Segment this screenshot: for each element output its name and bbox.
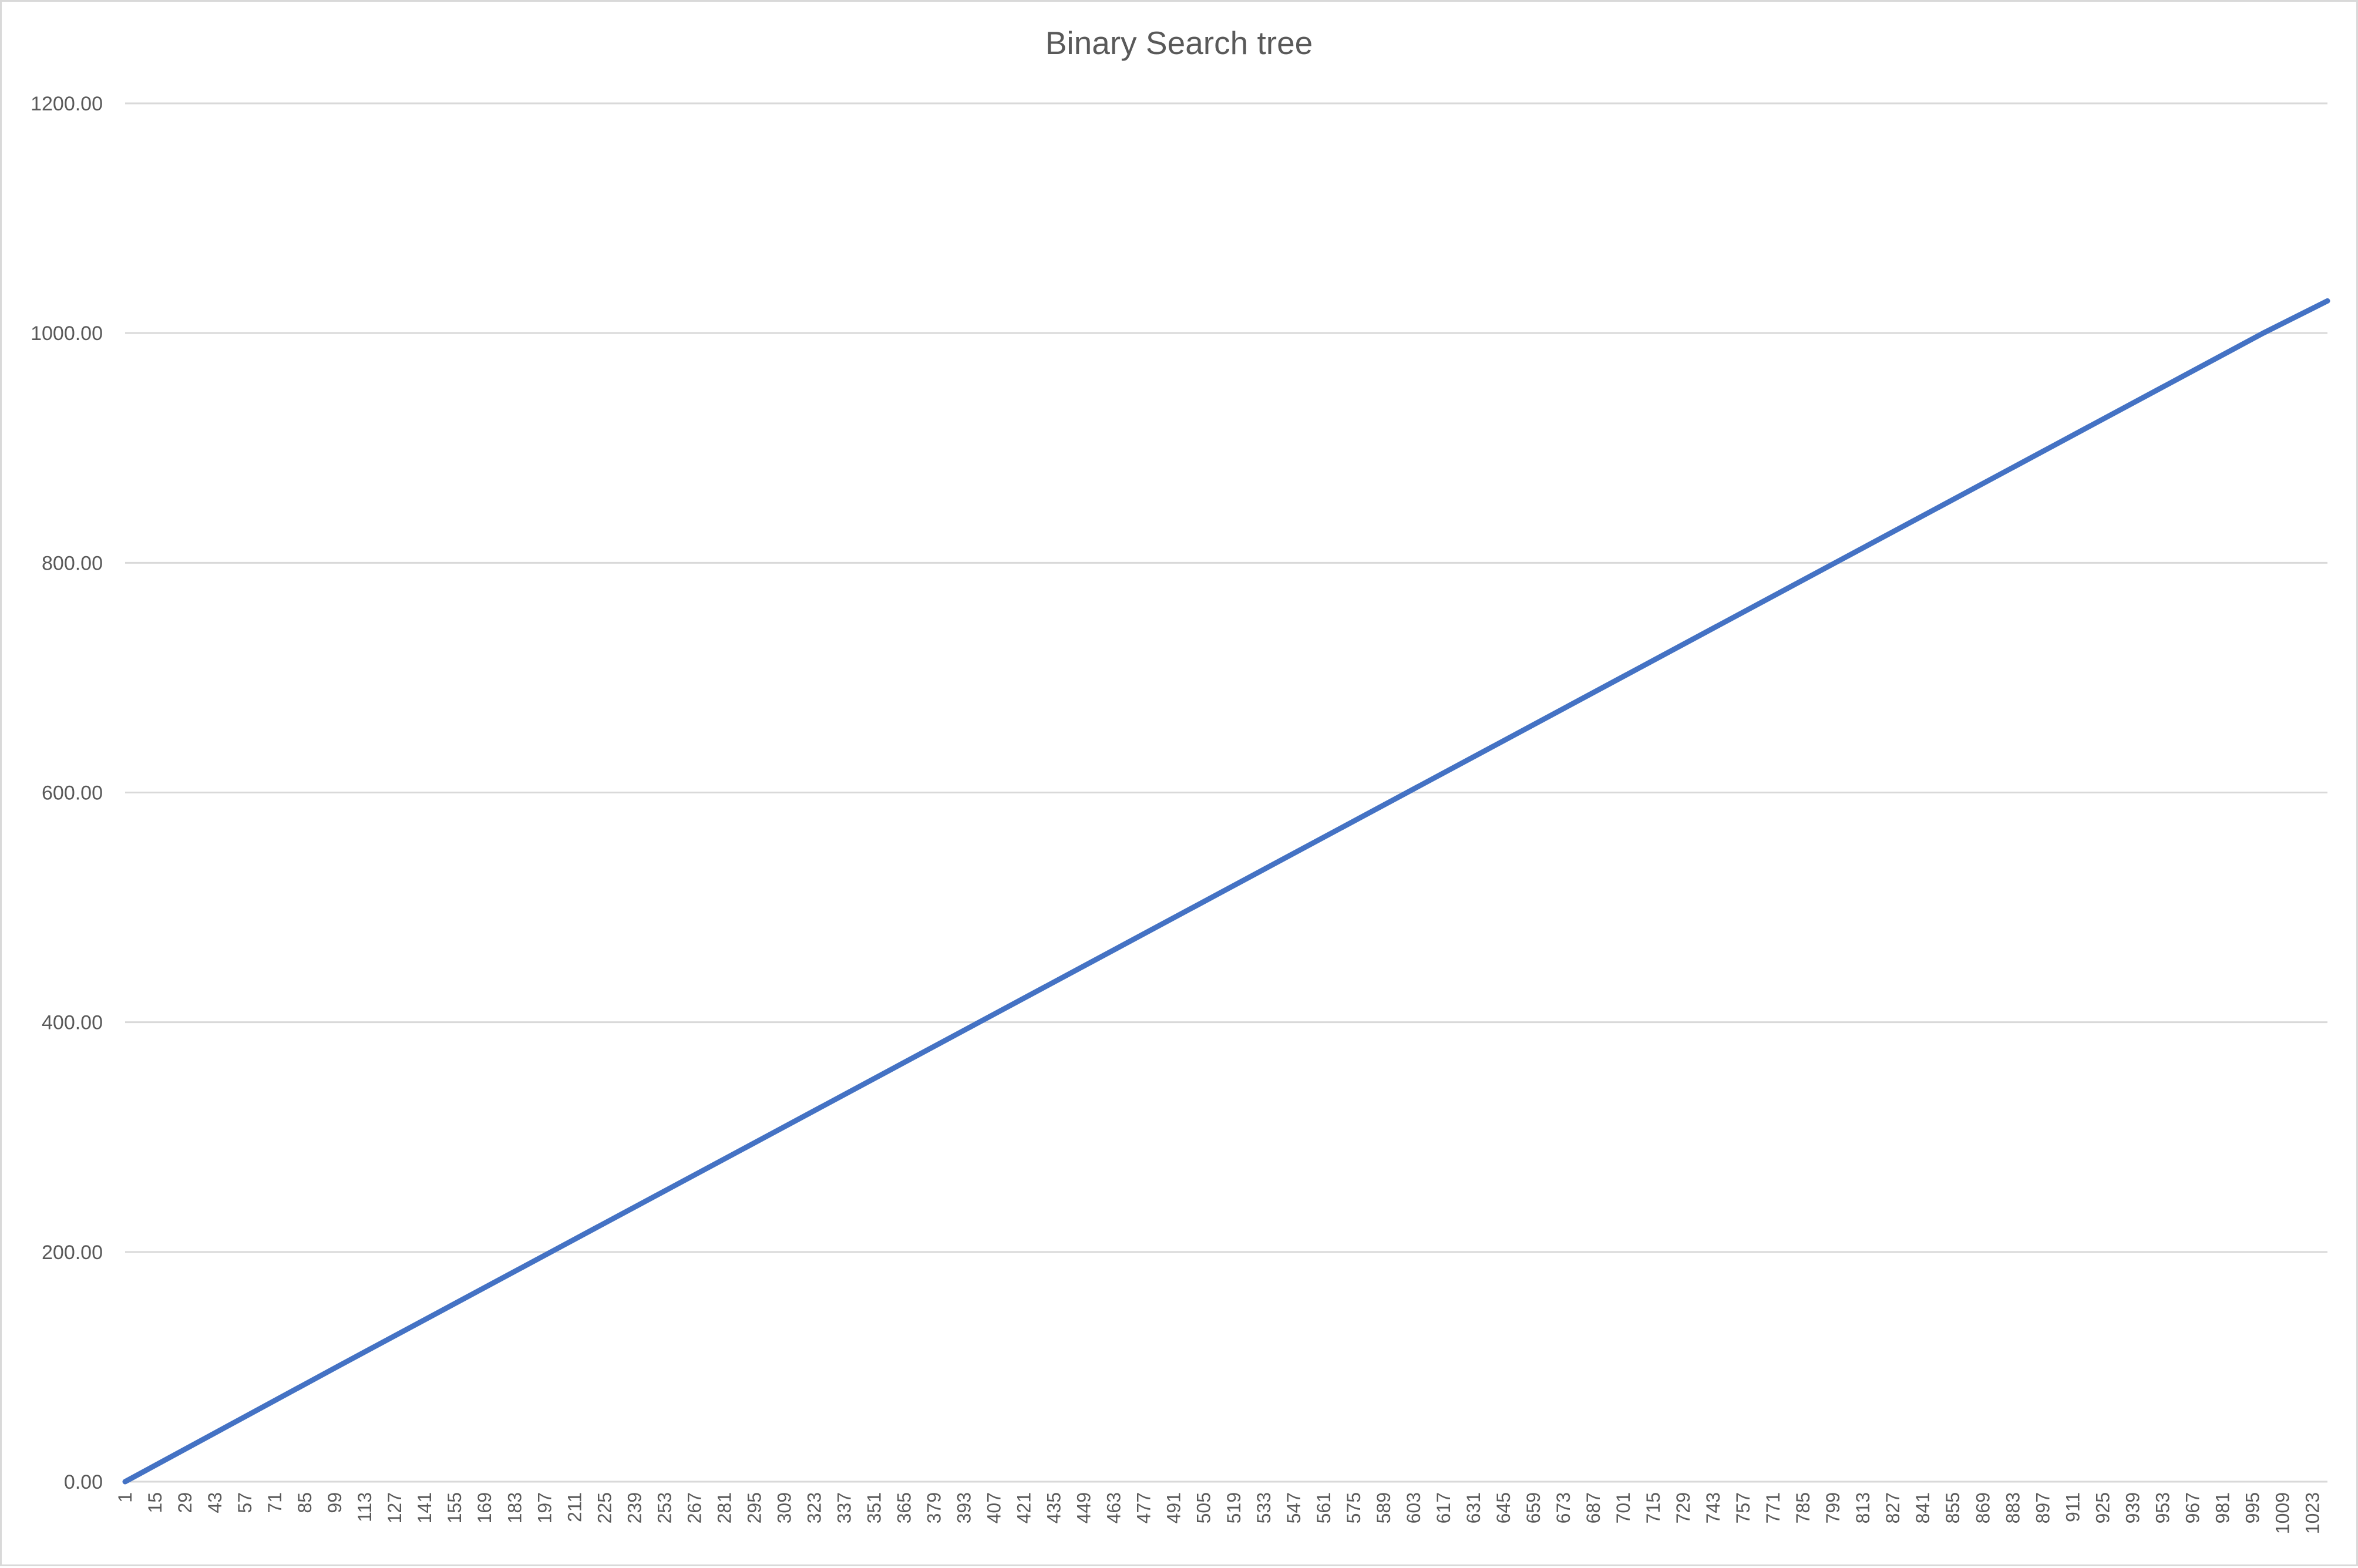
x-tick-label: 995 xyxy=(2242,1492,2263,1523)
x-tick-label: 337 xyxy=(833,1492,855,1523)
x-tick-label: 323 xyxy=(803,1492,825,1523)
x-tick-label: 309 xyxy=(773,1492,795,1523)
x-tick-label: 631 xyxy=(1463,1492,1484,1523)
x-tick-label: 267 xyxy=(684,1492,705,1523)
y-tick-label: 800.00 xyxy=(42,552,103,574)
x-tick-label: 421 xyxy=(1014,1492,1035,1523)
x-tick-label: 225 xyxy=(594,1492,615,1523)
x-axis-ticks: 1 15 29 43 57 71 85 99 113 127 141 155 169 183 197 211 2… xyxy=(115,1492,2323,1534)
x-tick-label: 869 xyxy=(1972,1492,1993,1523)
x-tick-label: 379 xyxy=(924,1492,945,1523)
x-tick-label: 953 xyxy=(2152,1492,2173,1523)
x-tick-label: 407 xyxy=(984,1492,1005,1523)
x-tick-label: 57 xyxy=(234,1492,255,1513)
x-tick-label: 757 xyxy=(1733,1492,1754,1523)
x-tick-label: 99 xyxy=(324,1492,345,1513)
y-tick-label: 600.00 xyxy=(42,782,103,805)
x-tick-label: 603 xyxy=(1403,1492,1424,1523)
x-tick-label: 813 xyxy=(1852,1492,1873,1523)
x-tick-label: 547 xyxy=(1283,1492,1304,1523)
x-tick-label: 239 xyxy=(624,1492,645,1523)
x-tick-label: 15 xyxy=(144,1492,166,1513)
series-layer xyxy=(122,298,2330,1485)
x-tick-label: 519 xyxy=(1223,1492,1244,1523)
x-tick-label: 911 xyxy=(2062,1492,2083,1522)
x-tick-label: 505 xyxy=(1193,1492,1215,1523)
x-tick-label: 155 xyxy=(444,1492,465,1523)
x-tick-label: 967 xyxy=(2182,1492,2203,1523)
x-tick-label: 533 xyxy=(1253,1492,1274,1523)
x-tick-label: 743 xyxy=(1703,1492,1724,1523)
x-tick-label: 575 xyxy=(1343,1492,1364,1523)
x-tick-label: 925 xyxy=(2092,1492,2113,1523)
x-tick-label: 141 xyxy=(414,1492,435,1523)
x-tick-label: 211 xyxy=(564,1492,585,1522)
x-tick-label: 85 xyxy=(294,1492,315,1513)
chart-title: Binary Search tree xyxy=(1045,25,1313,61)
x-tick-label: 393 xyxy=(954,1492,975,1523)
y-tick-label: 1000.00 xyxy=(31,322,103,345)
x-tick-label: 463 xyxy=(1104,1492,1125,1523)
x-tick-label: 43 xyxy=(204,1492,226,1513)
x-tick-label: 939 xyxy=(2122,1492,2143,1523)
x-tick-label: 687 xyxy=(1583,1492,1604,1523)
x-tick-label: 477 xyxy=(1133,1492,1155,1523)
y-tick-label: 200.00 xyxy=(42,1241,103,1264)
x-tick-label: 1023 xyxy=(2302,1492,2323,1534)
x-tick-label: 981 xyxy=(2212,1492,2233,1523)
x-tick-label: 29 xyxy=(174,1492,196,1513)
series-line-0 xyxy=(122,298,2330,1485)
x-tick-label: 645 xyxy=(1493,1492,1514,1523)
x-tick-label: 253 xyxy=(654,1492,675,1523)
x-tick-label: 491 xyxy=(1163,1492,1185,1523)
x-tick-label: 197 xyxy=(534,1492,555,1523)
x-tick-label: 897 xyxy=(2032,1492,2053,1523)
x-tick-label: 659 xyxy=(1523,1492,1544,1523)
x-tick-label: 295 xyxy=(744,1492,765,1523)
x-tick-label: 827 xyxy=(1882,1492,1903,1523)
x-tick-label: 1 xyxy=(115,1492,136,1503)
x-tick-label: 715 xyxy=(1643,1492,1664,1523)
x-tick-label: 351 xyxy=(864,1492,885,1523)
x-tick-label: 673 xyxy=(1553,1492,1574,1523)
x-tick-label: 365 xyxy=(894,1492,915,1523)
y-tick-label: 1200.00 xyxy=(31,93,103,115)
x-tick-label: 449 xyxy=(1074,1492,1095,1523)
x-tick-label: 169 xyxy=(474,1492,495,1523)
x-tick-label: 71 xyxy=(264,1492,285,1513)
x-tick-label: 799 xyxy=(1822,1492,1844,1523)
x-tick-label: 561 xyxy=(1313,1492,1334,1523)
x-tick-label: 883 xyxy=(2002,1492,2023,1523)
x-tick-label: 589 xyxy=(1373,1492,1394,1523)
y-axis-ticks: 0.00 200.00 400.00 600.00 800.00 1000.00 1200.… xyxy=(31,93,103,1493)
x-tick-label: 1009 xyxy=(2272,1492,2293,1534)
y-tick-label: 400.00 xyxy=(42,1012,103,1034)
gridlines xyxy=(125,102,2327,1483)
x-tick-label: 281 xyxy=(714,1492,735,1523)
y-tick-label: 0.00 xyxy=(64,1471,103,1493)
x-tick-label: 435 xyxy=(1044,1492,1065,1523)
x-tick-label: 617 xyxy=(1433,1492,1454,1523)
x-tick-label: 771 xyxy=(1762,1492,1784,1523)
x-tick-label: 113 xyxy=(354,1492,375,1522)
x-tick-label: 729 xyxy=(1673,1492,1694,1523)
x-tick-label: 127 xyxy=(384,1492,405,1523)
x-tick-label: 855 xyxy=(1942,1492,1963,1523)
x-tick-label: 841 xyxy=(1912,1492,1933,1523)
x-tick-label: 183 xyxy=(504,1492,525,1523)
x-tick-label: 785 xyxy=(1792,1492,1814,1523)
x-tick-label: 701 xyxy=(1613,1492,1634,1523)
